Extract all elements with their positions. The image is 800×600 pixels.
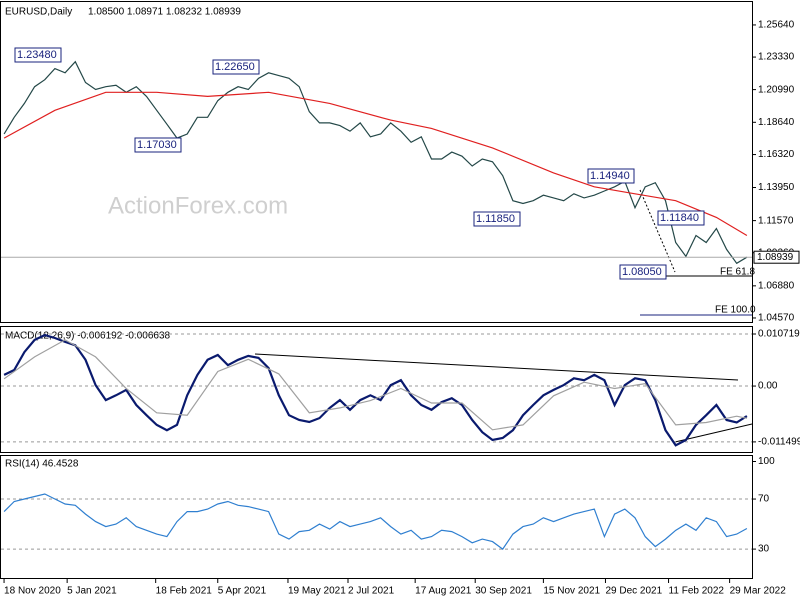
x-tick-label: 29 Mar 2022 <box>730 586 787 597</box>
y-tick-label: 70 <box>758 494 770 505</box>
y-tick-label: 1.20990 <box>758 84 795 95</box>
annotation: FE 100.0 <box>715 305 756 316</box>
annotation-box <box>134 137 182 153</box>
series-line <box>3 493 748 550</box>
x-tick-label: 17 Aug 2021 <box>415 586 472 597</box>
y-tick-label: -0.011499 <box>758 437 800 448</box>
chart-title: EURUSD,Daily <box>5 7 72 18</box>
watermark: ActionForex.com <box>108 192 288 219</box>
y-tick-label: 0.00 <box>758 381 778 392</box>
annotation-box <box>212 59 260 75</box>
x-tick-label: 2 Jul 2021 <box>348 586 395 597</box>
price-label: 1.08939 <box>757 252 794 263</box>
x-tick-label: 30 Sep 2021 <box>475 586 532 597</box>
x-tick-label: 11 Feb 2022 <box>669 586 725 597</box>
annotation: 1.08050 <box>622 266 662 278</box>
x-tick-label: 19 May 2021 <box>288 586 346 597</box>
x-tick-label: 29 Dec 2021 <box>605 586 662 597</box>
chart-subtitle: 1.08500 1.08971 1.08232 1.08939 <box>88 7 241 18</box>
series-line <box>3 333 748 447</box>
y-tick-label: 1.11570 <box>758 215 794 226</box>
series-line <box>3 339 748 431</box>
y-tick-label: 0.010719 <box>758 329 800 340</box>
rsi-panel <box>0 455 753 579</box>
y-tick-label: 1.16320 <box>758 149 795 160</box>
annotation: 1.14940 <box>590 170 630 182</box>
annotation: FE 61.8 <box>720 267 755 278</box>
trend-line <box>254 353 739 381</box>
annotation: 1.11850 <box>476 213 515 225</box>
rsi-title: RSI(14) 46.4528 <box>5 459 79 470</box>
annotation: 1.11840 <box>660 212 699 224</box>
y-tick-label: 30 <box>758 544 770 555</box>
y-tick-label: 1.23330 <box>758 52 795 63</box>
y-tick-label: 1.06880 <box>758 280 795 291</box>
macd-panel <box>0 326 753 453</box>
annotation-box <box>587 168 635 184</box>
annotation-box <box>473 211 521 227</box>
x-tick-label: 15 Nov 2021 <box>543 586 600 597</box>
annotation-box <box>657 210 705 226</box>
y-tick-label: 1.13950 <box>758 182 795 193</box>
annotation: 1.17030 <box>137 139 177 151</box>
x-tick-label: 5 Apr 2021 <box>218 586 267 597</box>
series-line <box>3 91 748 237</box>
annotation: 1.23480 <box>17 49 57 61</box>
price-panel <box>0 1 753 323</box>
annotation-box <box>619 264 667 280</box>
annotation: 1.22650 <box>215 61 255 73</box>
x-tick-label: 18 Feb 2021 <box>156 586 213 597</box>
x-tick-label: 18 Nov 2020 <box>4 586 61 597</box>
y-tick-label: 1.04570 <box>758 313 795 324</box>
y-tick-label: 1.25640 <box>758 20 795 31</box>
y-tick-label: 1.18640 <box>758 117 795 128</box>
price-box <box>753 250 800 264</box>
fib-line <box>639 189 676 273</box>
macd-title: MACD(12,26,9) -0.006192 -0.006638 <box>5 331 171 342</box>
annotation-box <box>14 47 62 63</box>
y-tick-label: 100 <box>758 456 775 467</box>
x-tick-label: 5 Jan 2021 <box>67 586 117 597</box>
